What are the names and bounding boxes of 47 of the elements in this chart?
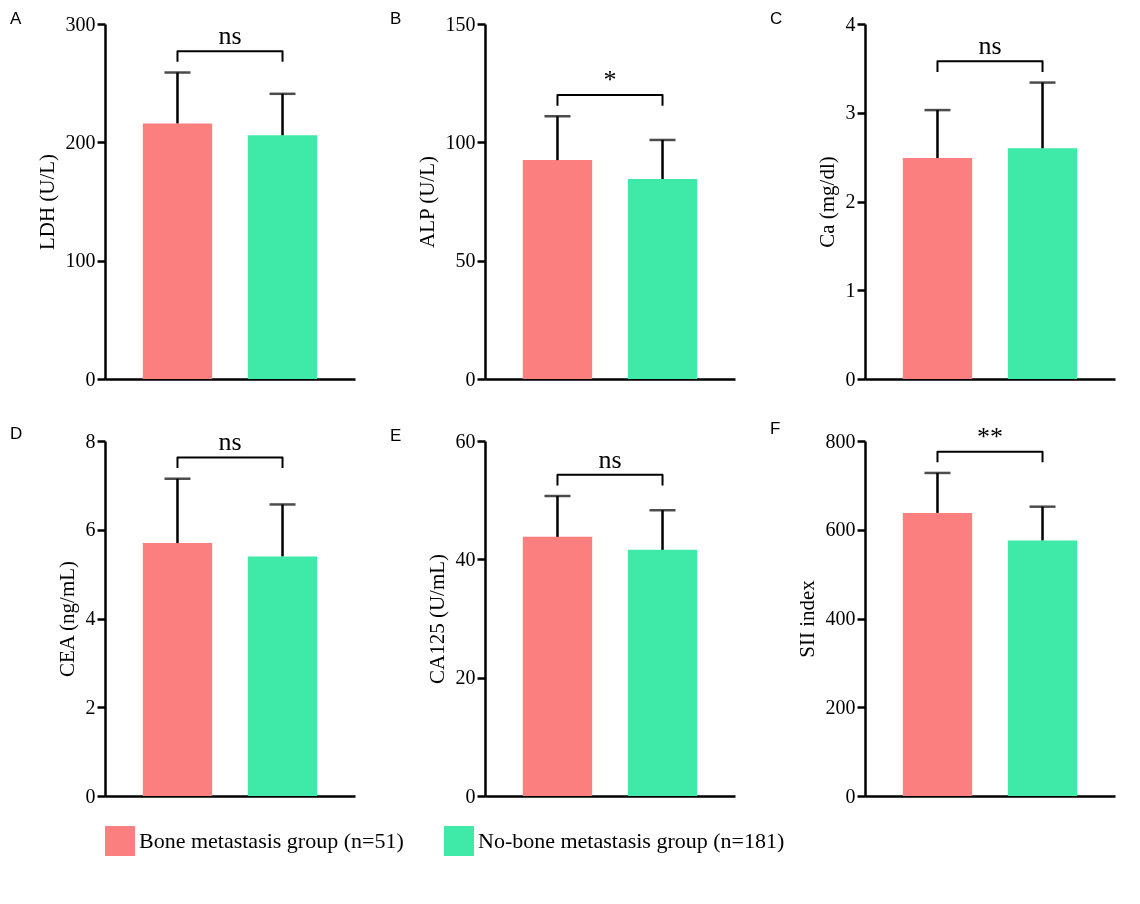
chart-title: D: [10, 424, 23, 444]
legend-label: Bone metastasis group (n=51): [139, 828, 404, 853]
y-tick-label: 400: [825, 607, 856, 629]
y-tick-label: 200: [825, 695, 856, 718]
chart-title: C: [770, 9, 783, 28]
y-tick-label: 0: [845, 784, 856, 807]
y-tick-label: 20: [455, 666, 476, 689]
y-axis-title: SII index: [794, 579, 819, 658]
y-tick-label: 0: [85, 367, 96, 390]
y-tick-label: 0: [85, 784, 96, 807]
y-tick-label: 0: [845, 367, 856, 390]
y-axis-title: Ca (mg/dl): [814, 156, 839, 248]
annotation: **: [977, 421, 1003, 451]
y-tick-label: 150: [445, 12, 476, 35]
legend-label: No-bone metastasis group (n=181): [478, 828, 785, 853]
y-tick-label: 60: [455, 429, 476, 452]
y-tick-label: 100: [445, 130, 476, 153]
y-tick-label: 200: [65, 130, 96, 153]
annotation: ns: [598, 444, 622, 474]
y-tick-label: 0: [465, 784, 476, 807]
chart-title: F: [770, 418, 781, 438]
y-tick-label: 1: [845, 278, 856, 301]
chart-title: E: [390, 426, 402, 445]
y-tick-label: 4: [845, 12, 856, 35]
y-tick-label: 100: [65, 249, 96, 272]
annotation: ns: [218, 427, 242, 457]
y-tick-label: 300: [65, 12, 96, 35]
y-tick-label: 2: [845, 190, 856, 212]
y-tick-label: 50: [455, 249, 476, 272]
y-tick-label: 40: [455, 547, 476, 570]
y-tick-label: 3: [845, 101, 856, 124]
y-tick-label: 800: [825, 429, 856, 452]
y-axis-title: CA125 (U/mL): [424, 553, 449, 685]
annotation: ns: [218, 21, 242, 51]
y-tick-label: 600: [825, 518, 856, 541]
y-tick-label: 0: [465, 367, 476, 390]
y-axis-title: CEA (ng/mL): [54, 560, 79, 678]
chart-title: A: [10, 9, 22, 28]
annotation: ns: [978, 31, 1002, 61]
y-axis-title: LDH (U/L): [34, 153, 59, 251]
y-tick-label: 6: [85, 518, 96, 541]
y-axis-title: ALP (U/L): [414, 156, 439, 248]
annotation: *: [603, 65, 617, 94]
y-tick-label: 4: [85, 607, 96, 629]
y-tick-label: 8: [85, 429, 96, 452]
chart-title: B: [390, 9, 402, 28]
y-tick-label: 2: [85, 695, 96, 718]
